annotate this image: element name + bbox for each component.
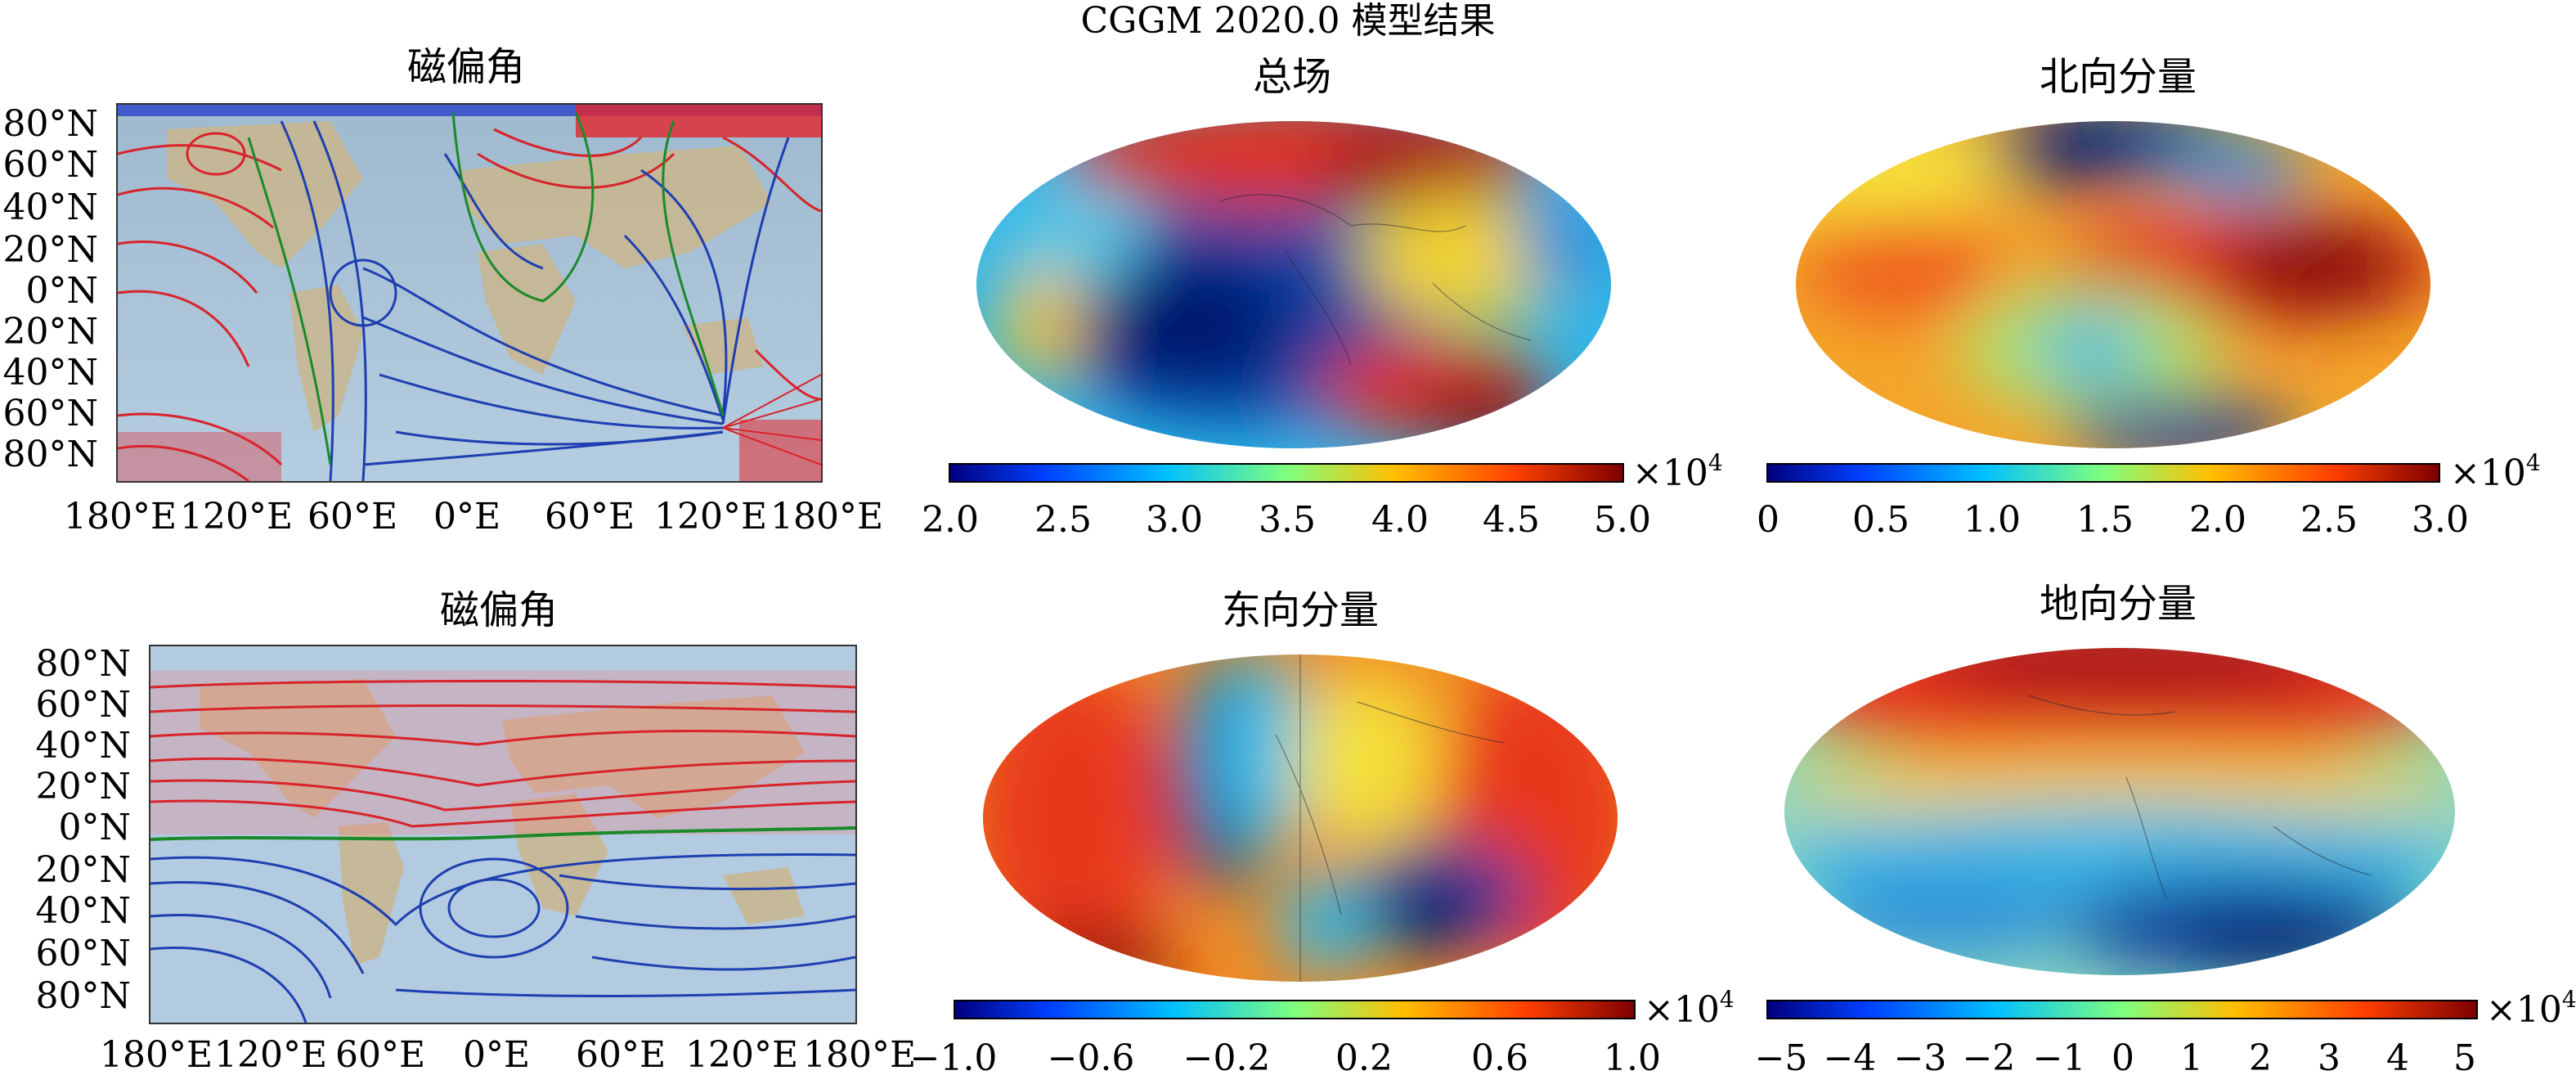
lon-label: 120°E	[214, 1034, 328, 1076]
colorbar-tick: 0	[1757, 499, 1779, 541]
lat-label: 60°N	[2, 144, 99, 186]
colorbar-tick: 0	[2112, 1037, 2134, 1079]
lat-label: 80°N	[2, 103, 99, 145]
down-component-map	[1783, 646, 2457, 977]
colorbar-tick: −1.0	[909, 1037, 998, 1079]
lon-label: 60°E	[576, 1034, 666, 1076]
east-component-map	[981, 653, 1619, 983]
colorbar-tick: −1	[2032, 1037, 2086, 1079]
down-multiplier: ×104	[2486, 986, 2576, 1031]
decl-top-map	[116, 103, 823, 483]
lat-label: 60°N	[35, 933, 132, 974]
colorbar-tick: 0.5	[1852, 499, 1910, 541]
colorbar-tick: 2.5	[2300, 499, 2358, 541]
colorbar-tick: 4.5	[1483, 499, 1540, 541]
lat-label: 60°N	[35, 684, 132, 726]
lon-label: 0°E	[463, 1034, 531, 1076]
lon-label: 0°E	[433, 496, 501, 538]
east-multiplier: ×104	[1644, 986, 1735, 1031]
lat-label: 60°N	[2, 393, 99, 434]
total-multiplier: ×104	[1632, 449, 1723, 494]
lat-label: 20°N	[2, 229, 99, 271]
colorbar-tick: 1	[2180, 1037, 2203, 1079]
lat-label: 0°N	[25, 270, 99, 312]
lon-label: 180°E	[803, 1034, 917, 1076]
panel-title-north: 北向分量	[2039, 54, 2197, 100]
colorbar-tick: 5.0	[1594, 499, 1651, 541]
colorbar-tick: 3.0	[1146, 499, 1203, 541]
panel-title-east: 东向分量	[1221, 587, 1379, 633]
lat-label: 0°N	[58, 807, 132, 848]
lon-label: 60°E	[307, 496, 398, 538]
lat-label: 80°N	[2, 434, 99, 475]
colorbar-tick: 1.5	[2076, 499, 2134, 541]
total-colorbar	[949, 463, 1624, 483]
colorbar-tick: 4.0	[1371, 499, 1429, 541]
colorbar-tick: −4	[1823, 1037, 1877, 1079]
colorbar-tick: 0.2	[1335, 1037, 1393, 1079]
lon-label: 180°E	[100, 1034, 213, 1076]
north-multiplier: ×104	[2450, 449, 2541, 494]
colorbar-tick: −5	[1754, 1037, 1808, 1079]
east-colorbar	[954, 1000, 1636, 1019]
decl-bottom-map	[149, 645, 857, 1024]
north-component-map	[1794, 119, 2432, 450]
colorbar-tick: −0.2	[1183, 1037, 1271, 1079]
colorbar-tick: 2	[2249, 1037, 2272, 1079]
north-colorbar	[1766, 463, 2440, 483]
colorbar-tick: 3.0	[2412, 499, 2469, 541]
colorbar-tick: −2	[1962, 1037, 2016, 1079]
figure-title: CGGM 2020.0 模型结果	[1080, 0, 1496, 42]
lon-label: 60°E	[335, 1034, 426, 1076]
colorbar-tick: 2.0	[922, 499, 979, 541]
colorbar-tick: 5	[2453, 1037, 2476, 1079]
colorbar-tick: 2.5	[1034, 499, 1092, 541]
colorbar-tick: 4	[2386, 1037, 2409, 1079]
lon-label: 120°E	[685, 1034, 799, 1076]
decl-bottom-contours	[150, 646, 855, 1023]
lat-label: 80°N	[35, 643, 132, 685]
panel-title-decl-bottom: 磁偏角	[439, 587, 558, 633]
lat-label: 80°N	[35, 975, 132, 1017]
lat-label: 40°N	[2, 352, 99, 394]
colorbar-tick: 2.0	[2189, 499, 2246, 541]
lat-label: 20°N	[35, 766, 132, 807]
colorbar-tick: 3	[2318, 1037, 2340, 1079]
colorbar-tick: 1.0	[1963, 499, 2021, 541]
colorbar-tick: 1.0	[1604, 1037, 1661, 1079]
panel-title-decl-top: 磁偏角	[406, 44, 525, 90]
panel-title-down: 地向分量	[2039, 581, 2197, 627]
lon-label: 180°E	[64, 496, 177, 538]
lat-label: 40°N	[2, 187, 99, 228]
down-colorbar	[1766, 1000, 2478, 1019]
colorbar-tick: 0.6	[1471, 1037, 1528, 1079]
lon-label: 120°E	[654, 496, 768, 538]
decl-top-contours	[118, 105, 821, 481]
lon-label: 120°E	[180, 496, 294, 538]
colorbar-tick: −3	[1893, 1037, 1947, 1079]
colorbar-tick: 3.5	[1259, 499, 1316, 541]
lat-label: 20°N	[2, 311, 99, 353]
colorbar-tick: −0.6	[1047, 1037, 1135, 1079]
lat-label: 40°N	[35, 890, 132, 932]
lat-label: 40°N	[35, 725, 132, 767]
lon-label: 60°E	[545, 496, 635, 538]
lat-label: 20°N	[35, 849, 132, 891]
panel-title-total: 总场	[1252, 54, 1331, 100]
lon-label: 180°E	[770, 496, 884, 538]
total-field-map	[975, 119, 1613, 450]
